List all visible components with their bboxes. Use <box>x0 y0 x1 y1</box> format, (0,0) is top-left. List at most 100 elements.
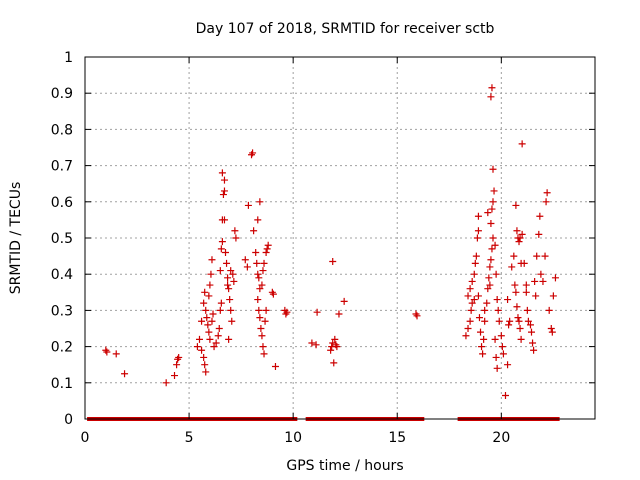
data-point <box>462 332 470 340</box>
data-point <box>492 270 500 278</box>
data-point <box>205 292 213 300</box>
x-tick-label: 5 <box>185 430 194 446</box>
data-point <box>472 252 480 260</box>
data-point <box>217 299 225 307</box>
data-point <box>468 299 476 307</box>
data-point <box>162 379 170 387</box>
data-point <box>515 317 523 325</box>
data-point <box>504 296 512 304</box>
data-point <box>249 149 257 157</box>
data-point <box>464 325 472 332</box>
data-point <box>205 328 213 336</box>
data-point <box>485 274 493 282</box>
data-point <box>220 187 228 195</box>
data-point <box>223 259 231 267</box>
data-point <box>526 321 534 329</box>
data-point <box>515 238 523 246</box>
data-point <box>308 339 316 347</box>
data-point <box>254 296 262 304</box>
y-tick-label: 0.4 <box>51 267 73 283</box>
data-point <box>481 306 489 314</box>
data-point <box>229 270 237 278</box>
data-point <box>479 350 487 358</box>
data-point <box>329 258 337 266</box>
data-point <box>255 274 263 282</box>
y-tick-label: 0.9 <box>51 86 73 102</box>
tick-layer: 00.10.20.30.40.50.60.70.80.910 5 10 15 20 <box>51 50 595 446</box>
x-tick-label: 0 <box>81 430 90 446</box>
data-point <box>477 328 485 336</box>
data-point <box>217 245 225 253</box>
data-point <box>512 201 520 209</box>
data-point <box>198 317 206 325</box>
data-point <box>480 335 488 343</box>
data-point <box>518 140 526 148</box>
data-point <box>474 212 482 220</box>
data-point <box>206 335 214 343</box>
data-point <box>489 234 497 242</box>
data-point <box>551 274 559 282</box>
data-point <box>256 285 264 293</box>
data-point <box>282 310 290 318</box>
data-point <box>484 209 492 217</box>
data-point <box>513 227 521 235</box>
data-point <box>466 285 474 293</box>
data-point <box>271 363 279 371</box>
data-point <box>530 346 538 354</box>
data-point <box>195 335 203 343</box>
data-point <box>528 328 536 336</box>
data-point <box>259 343 267 351</box>
data-point <box>260 259 268 267</box>
x-tick-label: 15 <box>388 430 406 446</box>
data-point <box>193 343 201 351</box>
data-point <box>327 346 335 354</box>
data-point <box>216 306 224 314</box>
data-point <box>220 216 228 224</box>
data-point <box>513 303 521 311</box>
data-point <box>470 270 478 278</box>
data-point <box>258 332 266 340</box>
data-point <box>548 328 556 336</box>
data-point <box>219 191 227 199</box>
data-point <box>488 245 496 253</box>
data-point <box>201 361 209 369</box>
data-point <box>542 198 550 206</box>
data-point <box>214 332 222 340</box>
data-point <box>524 317 532 325</box>
data-point <box>511 281 519 289</box>
data-point <box>484 285 492 293</box>
data-point <box>225 335 233 343</box>
data-point <box>413 312 421 320</box>
data-point <box>505 321 513 329</box>
data-point <box>252 248 260 256</box>
data-point <box>198 346 206 354</box>
data-point <box>241 256 249 264</box>
data-point <box>545 306 553 314</box>
data-point <box>244 201 252 209</box>
data-point <box>202 306 210 314</box>
data-point <box>523 306 531 314</box>
data-point <box>224 274 232 282</box>
y-tick-label: 0.8 <box>51 122 73 138</box>
data-point <box>174 355 182 363</box>
data-point <box>517 335 525 343</box>
data-point <box>209 310 217 318</box>
data-point <box>210 343 218 351</box>
data-point <box>487 220 495 228</box>
data-point <box>230 277 238 285</box>
data-point <box>475 314 483 322</box>
data-point <box>226 296 234 304</box>
data-point <box>467 306 475 314</box>
data-point <box>264 241 272 249</box>
data-point <box>254 270 262 278</box>
y-axis-label: SRMTID / TECUs <box>8 182 24 295</box>
x-tick-label: 20 <box>492 430 510 446</box>
data-point <box>243 263 251 271</box>
data-point <box>203 314 211 322</box>
data-point <box>332 341 340 349</box>
data-point <box>541 252 549 260</box>
data-point <box>227 306 235 314</box>
data-point <box>228 317 236 325</box>
y-tick-label: 0.3 <box>51 303 73 319</box>
data-point <box>331 335 339 343</box>
